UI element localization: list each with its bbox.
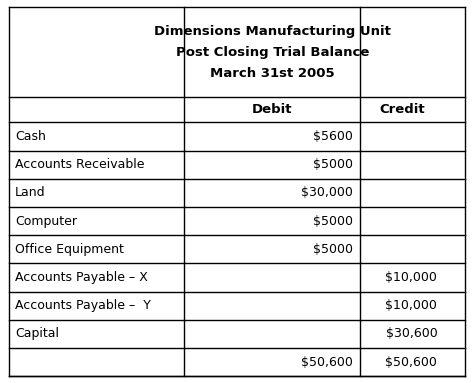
Text: Capital: Capital (15, 327, 59, 340)
Text: Accounts Payable – X: Accounts Payable – X (15, 271, 148, 284)
Text: Post Closing Trial Balance: Post Closing Trial Balance (176, 46, 369, 59)
Text: Dimensions Manufacturing Unit: Dimensions Manufacturing Unit (154, 25, 391, 38)
Text: Cash: Cash (15, 130, 46, 143)
Text: Accounts Payable –  Y: Accounts Payable – Y (15, 299, 151, 312)
Text: March 31st 2005: March 31st 2005 (210, 67, 335, 80)
Text: Debit: Debit (252, 103, 292, 116)
Text: $50,600: $50,600 (301, 355, 353, 368)
Text: Office Equipment: Office Equipment (15, 243, 124, 256)
Text: Computer: Computer (15, 214, 77, 228)
Text: Land: Land (15, 187, 46, 200)
Text: Credit: Credit (380, 103, 426, 116)
Text: Accounts Receivable: Accounts Receivable (15, 158, 145, 171)
Text: $30,000: $30,000 (301, 187, 353, 200)
Text: $5000: $5000 (313, 214, 353, 228)
Text: $50,600: $50,600 (385, 355, 438, 368)
Text: $5000: $5000 (313, 243, 353, 256)
Text: $5600: $5600 (313, 130, 353, 143)
Text: $10,000: $10,000 (385, 299, 438, 312)
Text: $5000: $5000 (313, 158, 353, 171)
Text: $10,000: $10,000 (385, 271, 438, 284)
Text: $30,600: $30,600 (385, 327, 438, 340)
